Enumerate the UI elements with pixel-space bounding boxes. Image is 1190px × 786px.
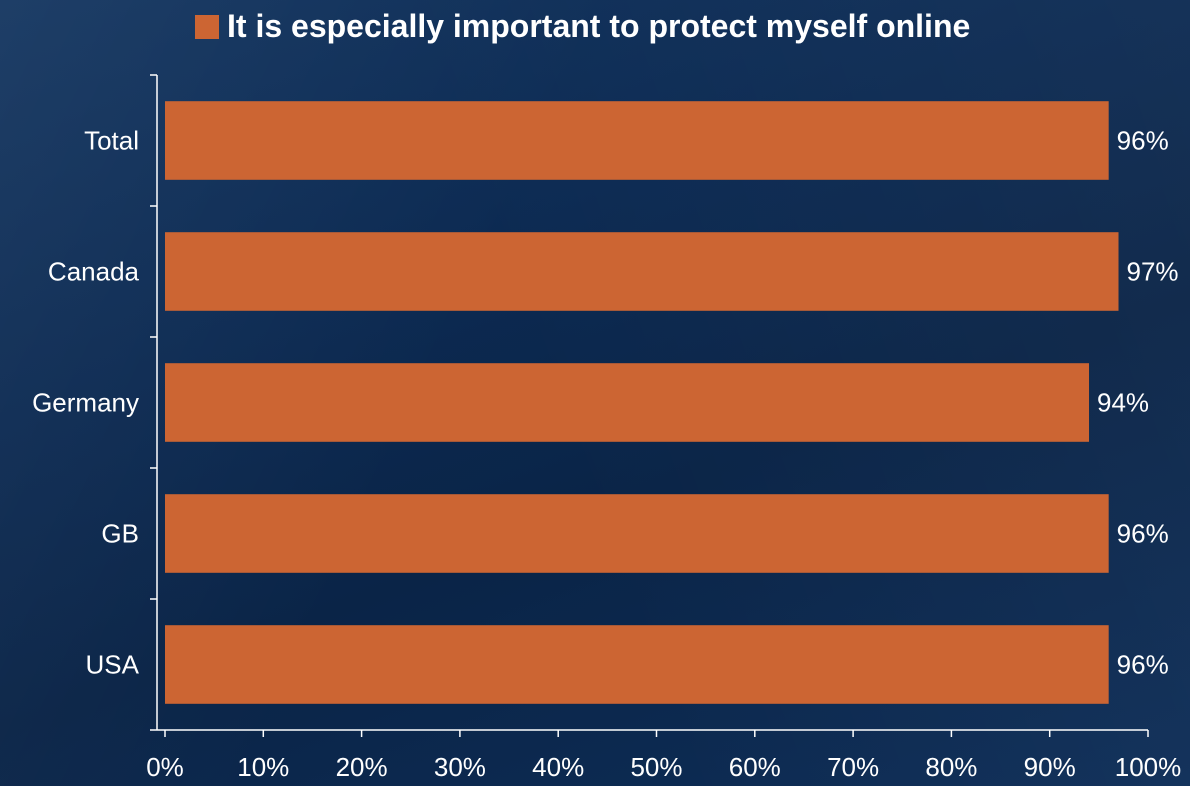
data-label: 94% bbox=[1097, 388, 1149, 418]
data-label: 96% bbox=[1117, 126, 1169, 156]
legend-swatch bbox=[195, 14, 219, 39]
x-tick-label: 50% bbox=[630, 752, 682, 782]
y-axis: Total Canada Germany GB USA bbox=[32, 74, 158, 731]
x-tick-label: 80% bbox=[925, 752, 977, 782]
x-tick-label: 10% bbox=[237, 752, 289, 782]
bar-usa bbox=[165, 625, 1109, 704]
x-tick-label: 100% bbox=[1115, 752, 1182, 782]
legend: It is especially important to protect my… bbox=[195, 8, 970, 45]
bar-total bbox=[165, 101, 1109, 180]
category-label: Canada bbox=[48, 257, 140, 287]
category-label: Germany bbox=[32, 388, 139, 418]
bar-canada bbox=[165, 232, 1119, 311]
data-label: 97% bbox=[1127, 257, 1179, 287]
x-tick-label: 20% bbox=[336, 752, 388, 782]
x-tick-label: 0% bbox=[146, 752, 184, 782]
x-tick-label: 60% bbox=[729, 752, 781, 782]
bar-gb bbox=[165, 494, 1109, 573]
data-label: 96% bbox=[1117, 519, 1169, 549]
category-label: Total bbox=[84, 126, 139, 156]
x-tick-label: 90% bbox=[1024, 752, 1076, 782]
legend-label: It is especially important to protect my… bbox=[227, 8, 971, 44]
bar-germany bbox=[165, 363, 1090, 442]
category-label: USA bbox=[86, 650, 140, 680]
x-tick-label: 40% bbox=[532, 752, 584, 782]
bars: 96% 97% 94% 96% 96% bbox=[165, 101, 1179, 704]
data-label: 96% bbox=[1117, 650, 1169, 680]
x-tick-label: 70% bbox=[827, 752, 879, 782]
x-axis: 0% 10% 20% 30% 40% 50% 60% 70% 80% 90% 100% bbox=[146, 729, 1182, 782]
category-label: GB bbox=[101, 519, 139, 549]
x-tick-label: 30% bbox=[434, 752, 486, 782]
